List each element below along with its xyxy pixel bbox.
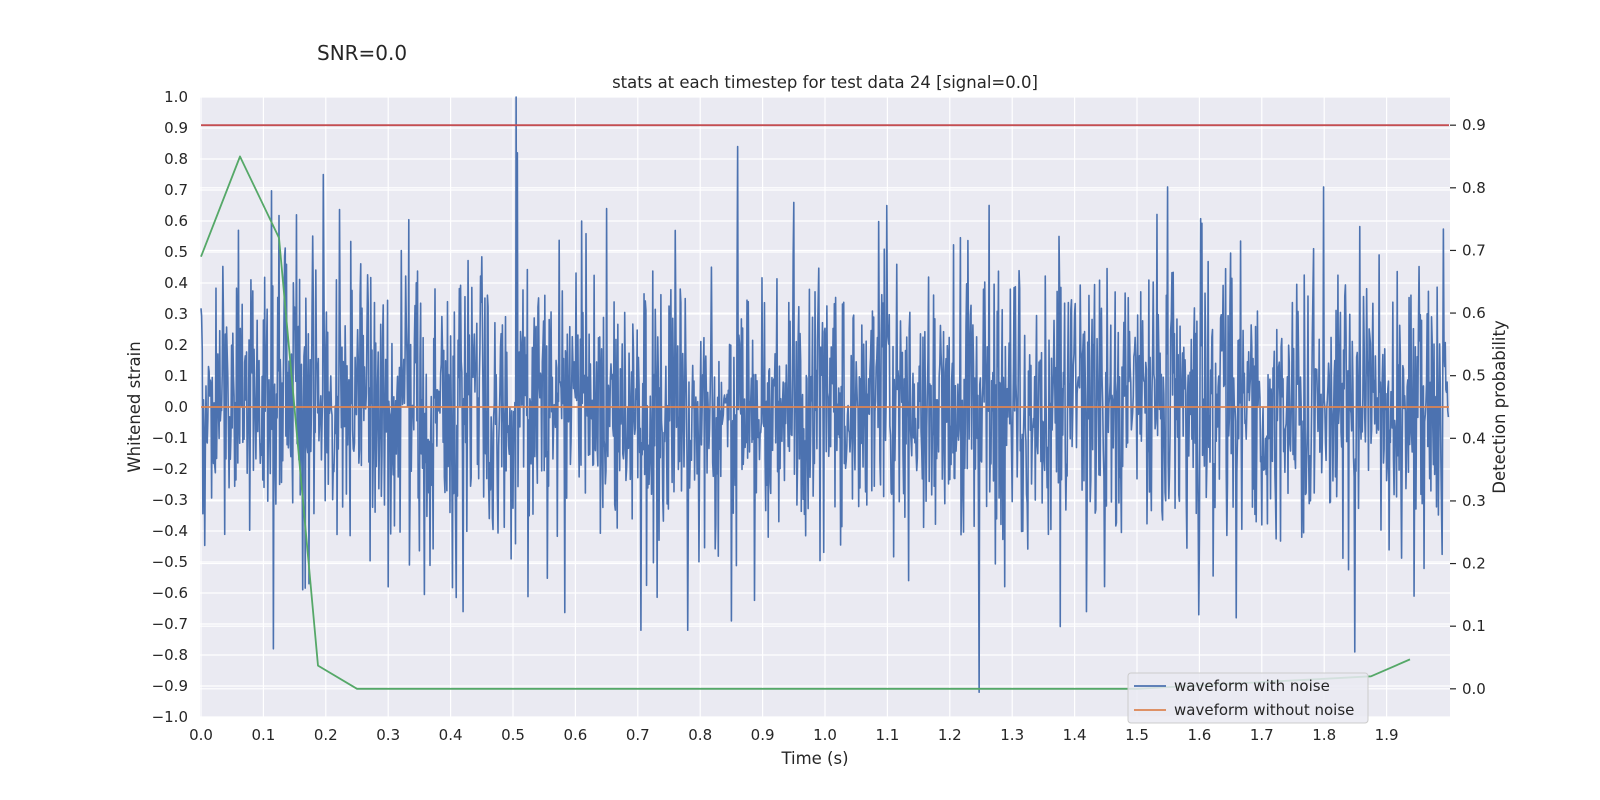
legend-label-with-noise: waveform with noise [1174,677,1330,695]
y-tick-label: 0.9 [164,119,188,137]
y2-tick-labels: 0.9 0.8 0.7 0.6 0.5 0.4 0.3 0.2 0.1 0.0 [1450,116,1486,698]
x-tick-label: 0.8 [688,726,712,744]
y-tick-label: 0.6 [164,212,188,230]
series-line-waveform-with-noise [200,96,1450,693]
x-tick-label: 0.6 [563,726,587,744]
x-tick-label: 0.4 [439,726,463,744]
x-tick-label: 0.7 [626,726,650,744]
y-tick-label: 0.0 [164,398,188,416]
y2-tick-label: 0.1 [1462,617,1486,635]
x-tick-label: 1.4 [1063,726,1087,744]
x-tick-label: 0.9 [751,726,775,744]
x-tick-label: 1.3 [1000,726,1024,744]
legend-box [1127,672,1369,724]
y-tick-label: 0.8 [164,150,188,168]
y2-tick-label: 0.6 [1462,304,1486,322]
y2-tick-label: 0.3 [1462,492,1486,510]
y2-tick-label: 0.7 [1462,241,1486,259]
y2-tick-label: 0.9 [1462,116,1486,134]
y2-tick-label: 0.0 [1462,680,1486,698]
x-tick-label: 1.5 [1125,726,1149,744]
y-tick-label: −0.2 [152,460,188,478]
y-tick-label: 0.3 [164,305,188,323]
x-tick-label: 1.1 [875,726,899,744]
y-tick-label: 0.7 [164,181,188,199]
y-tick-label: −0.7 [152,615,188,633]
x-tick-label: 1.6 [1187,726,1211,744]
y-tick-label: 0.5 [164,243,188,261]
y-tick-label: −0.5 [152,553,188,571]
y2-tick-label: 0.4 [1462,429,1486,447]
y-tick-label: 0.2 [164,336,188,354]
y-tick-label: −0.8 [152,646,188,664]
y-tick-label: 0.4 [164,274,188,292]
y-tick-label: −0.9 [152,677,188,695]
x-tick-label: 1.9 [1375,726,1399,744]
x-axis-label: Time (s) [780,749,848,768]
x-tick-label: 0.0 [189,726,213,744]
suptitle: SNR=0.0 [317,41,407,65]
y-tick-label: 1.0 [164,88,188,106]
chart-title: stats at each timestep for test data 24 … [612,73,1038,92]
y2-tick-label: 0.5 [1462,367,1486,385]
y2-tick-label: 0.2 [1462,555,1486,573]
x-tick-labels: 0.0 0.1 0.2 0.3 0.4 0.5 0.6 0.7 0.8 0.9 1.0 1.1 1.2 1… [189,726,1398,744]
x-tick-label: 0.1 [251,726,275,744]
x-tick-label: 0.2 [314,726,338,744]
x-tick-label: 1.8 [1312,726,1336,744]
y-tick-label: −0.3 [152,491,188,509]
x-tick-label: 0.3 [376,726,400,744]
y-tick-label: −0.6 [152,584,188,602]
y-tick-labels: 1.0 0.9 0.8 0.7 0.6 0.5 0.4 0.3 0.2 0.1 0.0 −0.1 −0.… [152,88,188,726]
y2-tick-label: 0.8 [1462,179,1486,197]
y2-axis-label: Detection probability [1490,320,1509,494]
x-tick-label: 1.0 [813,726,837,744]
legend-label-without-noise: waveform without noise [1174,701,1354,719]
y-tick-label: −0.4 [152,522,188,540]
x-tick-label: 0.5 [501,726,525,744]
y-axis-label: Whitened strain [125,341,144,472]
x-tick-label: 1.2 [938,726,962,744]
x-tick-label: 1.7 [1250,726,1274,744]
y-tick-label: −1.0 [152,708,188,726]
y-tick-label: 0.1 [164,367,188,385]
legend: waveform with noise waveform without noi… [1127,672,1369,724]
y-tick-label: −0.1 [152,429,188,447]
